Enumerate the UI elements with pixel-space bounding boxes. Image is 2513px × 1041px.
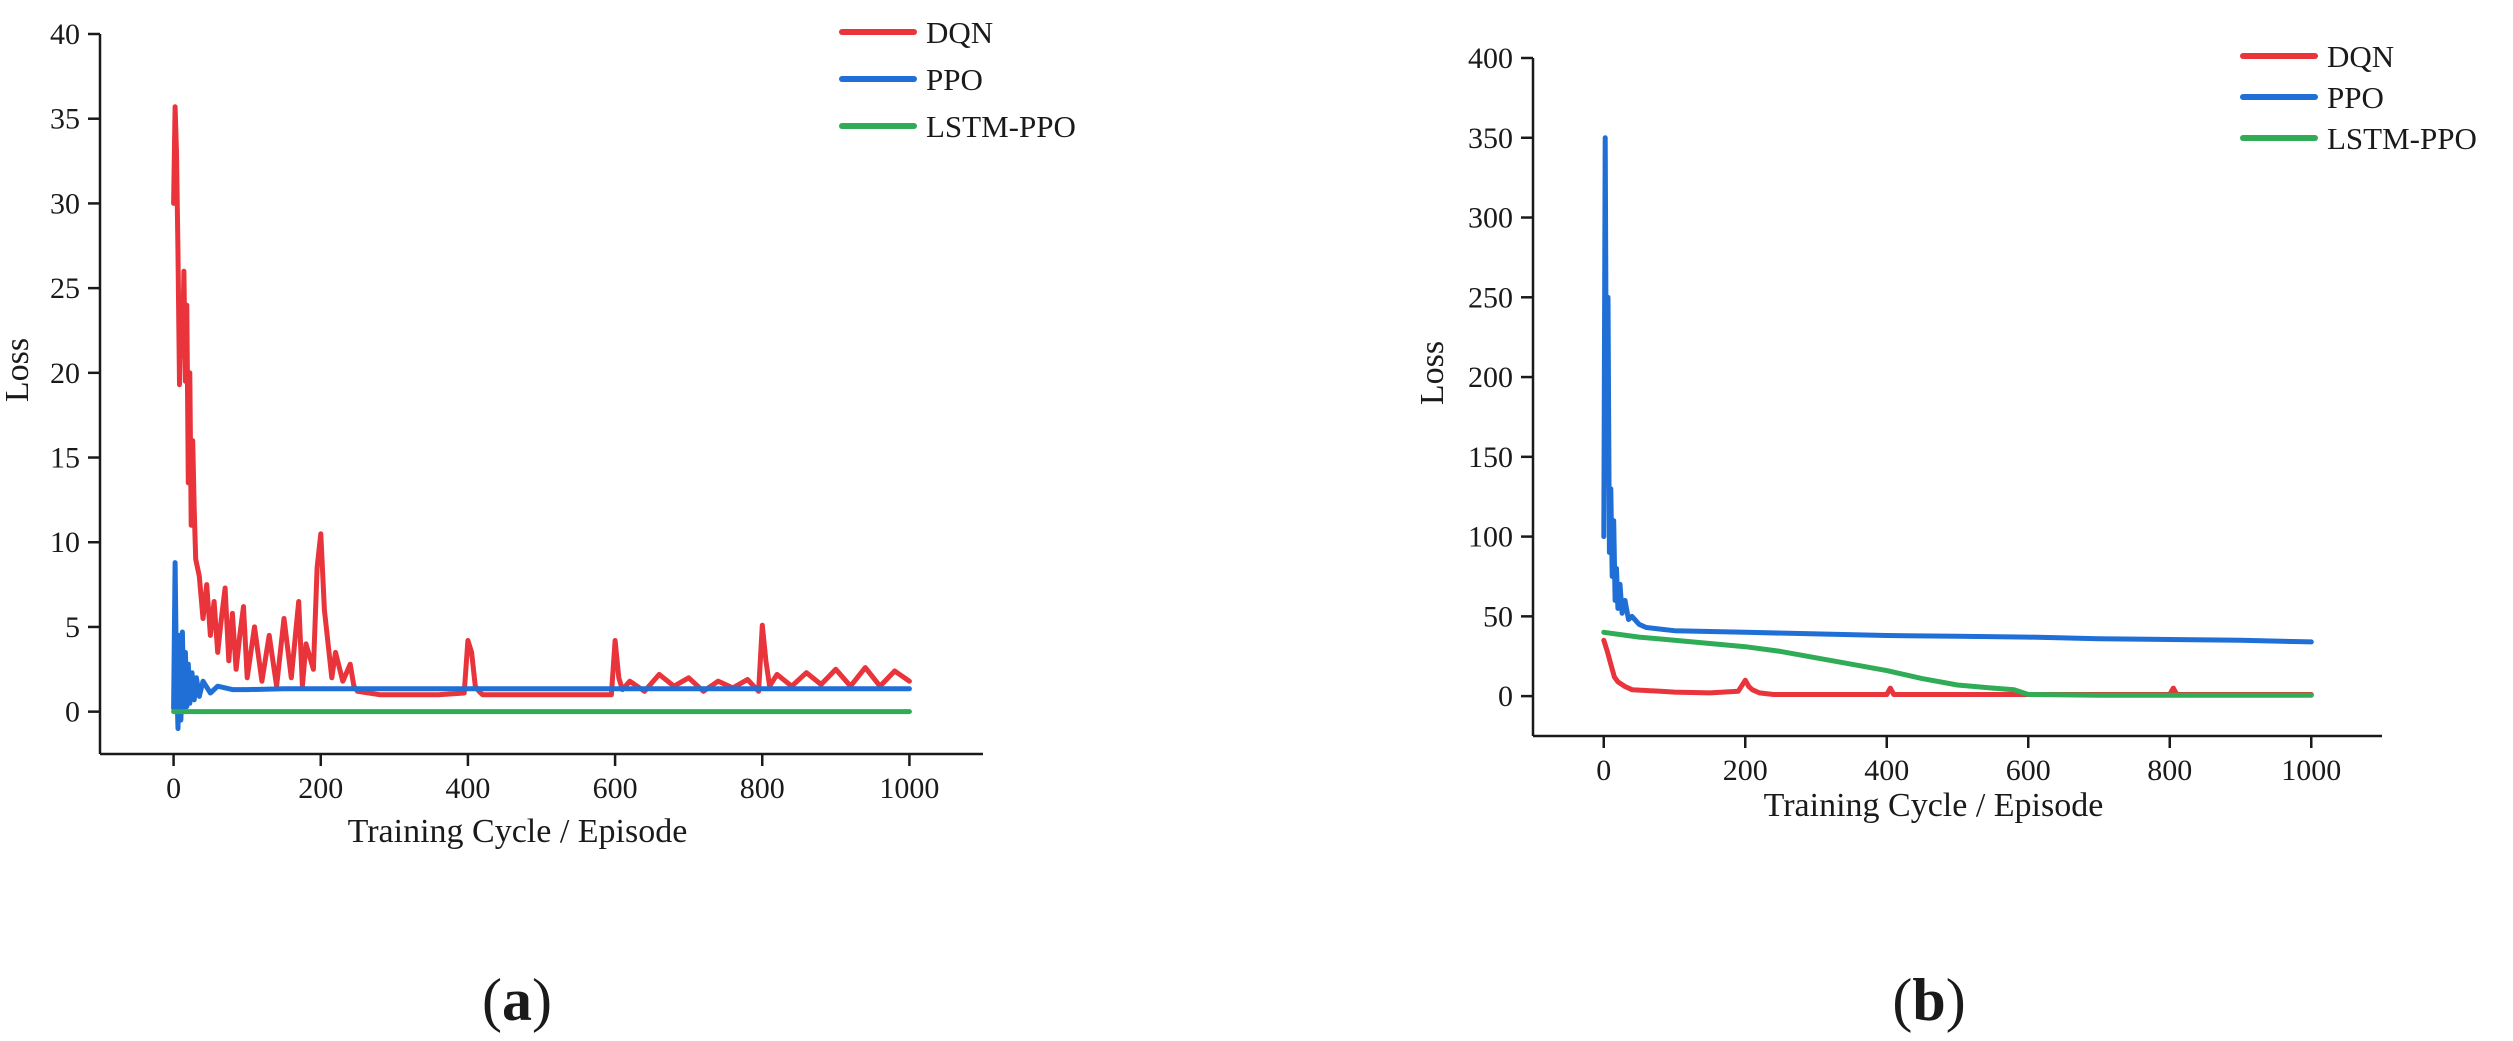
panel-a-y-tick-label: 5 <box>65 611 80 644</box>
panel-b-x-tick-label: 600 <box>2006 754 2051 787</box>
panel-b-y-tick-label: 350 <box>1468 122 1513 155</box>
panel-a-x-tick-label: 0 <box>166 772 181 805</box>
panel-b-y-tick-label: 200 <box>1468 361 1513 394</box>
panel-b-label-open-paren: ( <box>1892 967 1912 1033</box>
panel-b-legend-label-ppo: PPO <box>2327 80 2384 115</box>
panel-b-y-tick-label: 0 <box>1498 680 1513 713</box>
panel-b-y-tick-label: 250 <box>1468 281 1513 314</box>
panel-b-y-axis-title: Loss <box>1414 341 1451 405</box>
chart-panel-b: 0 200 400 600 800 1000 0 50 100 150 200 250 300 350 40… <box>1414 39 2477 1033</box>
panel-b-y-tick-label: 50 <box>1483 600 1513 633</box>
panel-b-y-tick-label: 150 <box>1468 441 1513 474</box>
panel-a-y-tick-label: 30 <box>50 187 80 220</box>
panel-a-y-tick-label: 25 <box>50 272 80 305</box>
panel-a-y-tick-label: 0 <box>65 696 80 729</box>
panel-a-y-tick-label: 10 <box>50 526 80 559</box>
panel-a-y-axis-title: Loss <box>0 338 36 402</box>
panel-b-legend-label-dqn: DQN <box>2327 39 2394 74</box>
panel-b-x-tick-label: 800 <box>2147 754 2192 787</box>
panel-b-series-lstm-ppo-line <box>1601 629 2314 698</box>
panel-a-series-dqn-line <box>171 104 912 698</box>
panel-b-legend-label-lstm-ppo: LSTM-PPO <box>2327 121 2477 156</box>
panel-a-y-tick-label: 35 <box>50 103 80 136</box>
panel-a-x-tick-label: 200 <box>298 772 343 805</box>
panel-a-x-tick-label: 800 <box>740 772 785 805</box>
panel-a-x-tick-label: 400 <box>445 772 490 805</box>
panel-b-label-letter: b <box>1912 967 1945 1033</box>
panel-a-y-tick-label: 40 <box>50 18 80 51</box>
panel-b-y-tick-label: 400 <box>1468 42 1513 75</box>
chart-panel-a: 0 200 400 600 800 1000 0 5 10 15 20 25 30 35 40 Trainin… <box>0 15 1076 1033</box>
panel-b-x-tick-label: 1000 <box>2281 754 2341 787</box>
panel-b-x-tick-label: 400 <box>1864 754 1909 787</box>
panel-a-y-tick-label: 20 <box>50 357 80 390</box>
panel-b-y-tick-label: 300 <box>1468 202 1513 235</box>
panel-a-label: (a) <box>482 967 552 1033</box>
panel-a-x-tick-label: 1000 <box>879 772 939 805</box>
panel-b-series-ppo-line <box>1601 135 2314 645</box>
panel-a-label-open-paren: ( <box>482 967 502 1033</box>
panel-a-series-ppo-line <box>171 560 912 732</box>
panel-a-legend-label-lstm-ppo: LSTM-PPO <box>926 109 1076 144</box>
panel-b-x-tick-label: 200 <box>1723 754 1768 787</box>
panel-a-legend-label-ppo: PPO <box>926 62 983 97</box>
panel-b-label: (b) <box>1892 967 1965 1033</box>
panel-a-x-axis-title: Training Cycle / Episode <box>348 813 688 850</box>
panel-b-y-tick-label: 100 <box>1468 521 1513 554</box>
panel-a-legend-label-dqn: DQN <box>926 15 993 50</box>
panel-b-x-tick-label: 0 <box>1596 754 1611 787</box>
panel-b-x-axis-title: Training Cycle / Episode <box>1764 787 2104 824</box>
panel-a-x-tick-label: 600 <box>593 772 638 805</box>
panel-a-label-letter: a <box>502 967 532 1033</box>
panel-a-label-close-paren: ) <box>532 967 552 1033</box>
panel-a-y-tick-label: 15 <box>50 442 80 475</box>
panel-b-label-close-paren: ) <box>1946 967 1966 1033</box>
